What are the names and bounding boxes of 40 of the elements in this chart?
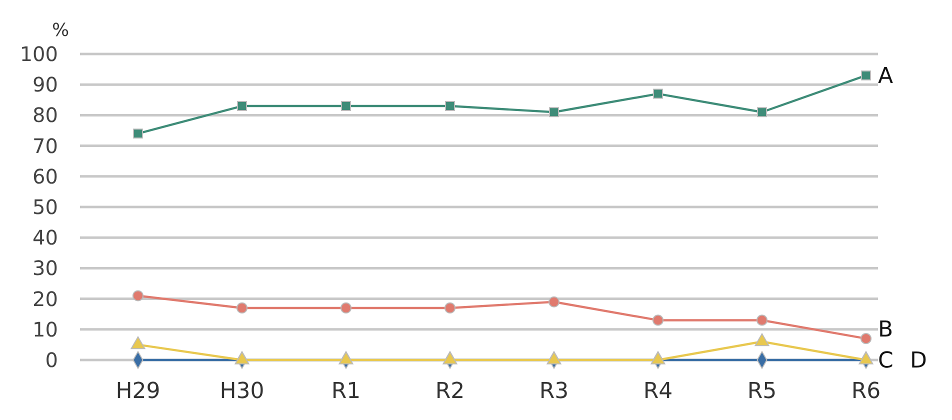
point: [756, 314, 768, 326]
point: [237, 101, 247, 111]
y-tick-label: 20: [32, 286, 58, 311]
point: [549, 107, 559, 118]
point: [236, 302, 248, 314]
point: [444, 302, 456, 314]
x-tick-label: R6: [851, 379, 881, 404]
y-tick-label: 10: [32, 317, 58, 342]
point: [341, 101, 351, 111]
y-axis-title: %: [52, 20, 70, 41]
point: [861, 70, 871, 80]
point: [132, 290, 144, 302]
y-tick-label: 60: [32, 164, 58, 188]
series-label: A: [878, 64, 894, 90]
x-tick-label: R1: [331, 379, 361, 404]
point: [548, 296, 560, 308]
x-tick-label: R3: [539, 379, 569, 404]
y-tick-label: 40: [32, 226, 58, 250]
x-tick-label: H29: [116, 379, 160, 404]
x-tick-label: H30: [220, 379, 264, 404]
x-tick-label: R5: [747, 379, 777, 404]
x-tick-label: R4: [643, 379, 673, 404]
y-tick-label: 80: [32, 103, 58, 128]
x-tick-label: R2: [435, 379, 465, 404]
point: [445, 101, 455, 111]
point: [340, 302, 352, 314]
y-tick-label: 50: [32, 195, 58, 219]
y-tick-label: 30: [32, 256, 58, 280]
y-tick-label: 0: [45, 348, 58, 372]
point: [860, 333, 872, 344]
y-tick-label: 70: [32, 134, 58, 158]
point: [757, 107, 767, 118]
point: [653, 88, 663, 99]
point: [652, 314, 664, 326]
series-label: C: [878, 348, 894, 374]
y-tick-label: 90: [32, 72, 58, 97]
point: [133, 128, 143, 139]
series-label: B: [878, 317, 894, 342]
series-label: D: [910, 348, 927, 374]
y-tick-label: 100: [20, 42, 58, 66]
